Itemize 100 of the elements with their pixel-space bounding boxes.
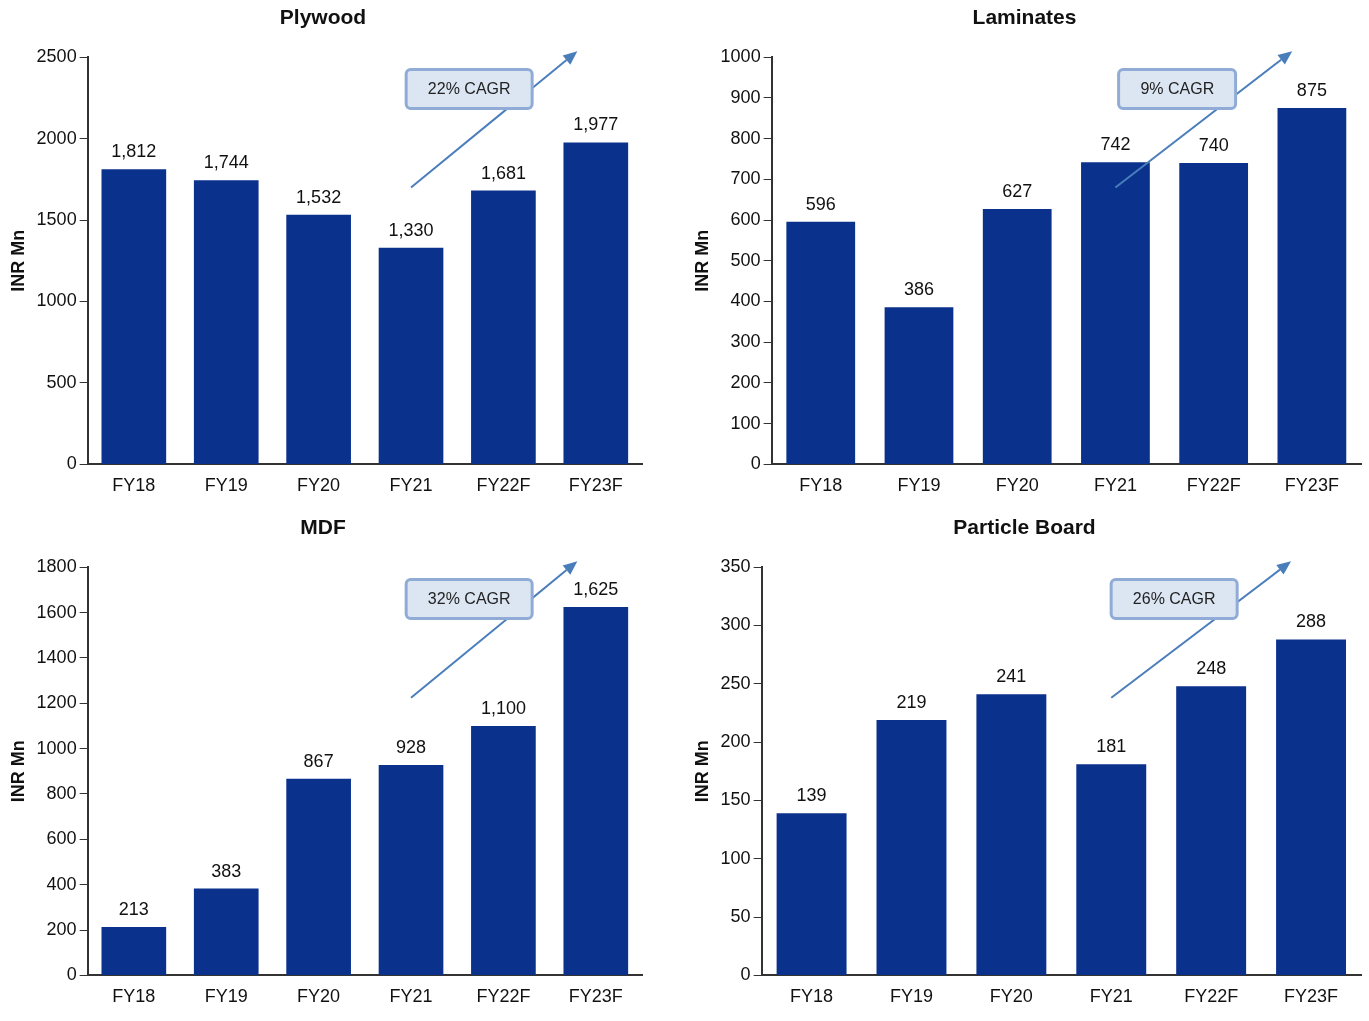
y-tick-label: 200 — [730, 371, 761, 392]
y-tick-label: 200 — [46, 919, 77, 940]
bar — [101, 169, 167, 464]
bar — [563, 606, 629, 975]
annotation: 9% CAGR — [1117, 68, 1238, 111]
bar — [101, 927, 167, 975]
y-tick-label: 200 — [720, 731, 751, 752]
data-label: 928 — [395, 736, 427, 757]
y-tick-label: 0 — [750, 453, 761, 474]
data-label: 596 — [805, 193, 836, 214]
data-label: 742 — [1100, 134, 1131, 155]
y-tick-label: 700 — [730, 168, 761, 189]
y-tick-label: 300 — [730, 331, 761, 352]
data-label: 1,100 — [480, 697, 526, 718]
y-tick-label: 1800 — [36, 556, 77, 577]
data-label: 627 — [1002, 181, 1033, 202]
y-tick-label: 600 — [730, 209, 761, 230]
bar — [286, 778, 351, 975]
y-tick-label: 150 — [720, 789, 751, 810]
data-label: 867 — [303, 750, 334, 771]
data-label: 740 — [1198, 135, 1229, 156]
data-label: 1,681 — [480, 162, 526, 183]
data-label: 1,330 — [388, 219, 434, 240]
x-tick-label: FY23F — [568, 475, 623, 496]
y-tick-label: 600 — [46, 828, 77, 849]
bar — [982, 209, 1052, 464]
x-tick-label: FY18 — [112, 986, 156, 1007]
bar — [193, 180, 259, 464]
y-tick-label: 800 — [46, 782, 77, 803]
y-axis-title: INR Mn — [691, 229, 712, 292]
x-tick-label: FY19 — [897, 475, 941, 496]
bar — [286, 214, 351, 464]
x-tick-label: FY20 — [297, 475, 341, 496]
y-tick-label: 800 — [730, 127, 761, 148]
bar — [1179, 163, 1249, 464]
x-tick-label: FY19 — [204, 986, 248, 1007]
data-label: 241 — [996, 666, 1027, 687]
y-tick-label: 900 — [730, 86, 761, 107]
x-tick-label: FY18 — [112, 475, 156, 496]
data-label: 1,744 — [203, 152, 249, 173]
y-tick-label: 1500 — [36, 209, 77, 230]
x-tick-label: FY20 — [297, 986, 341, 1007]
data-label: 181 — [1096, 736, 1127, 757]
bar — [1276, 639, 1347, 975]
bar — [1277, 108, 1347, 464]
data-label: 875 — [1296, 80, 1327, 101]
y-tick-label: 500 — [46, 371, 77, 392]
y-tick-label: 0 — [66, 453, 77, 474]
bar — [1076, 764, 1147, 975]
x-tick-label: FY22F — [476, 475, 531, 496]
y-tick-label: 1000 — [36, 290, 77, 311]
bar — [1176, 686, 1247, 975]
y-tick-label: 100 — [730, 412, 761, 433]
bar — [976, 694, 1047, 975]
x-tick-label: FY18 — [799, 475, 843, 496]
y-tick-label: 50 — [730, 906, 751, 927]
data-label: 1,812 — [111, 141, 157, 162]
annotation: 22% CAGR — [404, 68, 534, 111]
y-tick-label: 500 — [730, 249, 761, 270]
x-tick-label: FY21 — [1089, 986, 1133, 1007]
chart-title: Laminates — [972, 5, 1077, 29]
data-label: 139 — [796, 785, 827, 806]
bar — [1081, 162, 1150, 464]
x-tick-label: FY23F — [1284, 986, 1339, 1007]
y-axis-title: INR Mn — [7, 740, 28, 803]
data-label: 288 — [1296, 611, 1327, 632]
x-tick-label: FY20 — [989, 986, 1033, 1007]
bar — [776, 813, 847, 975]
y-axis-title: INR Mn — [7, 229, 28, 292]
y-tick-label: 250 — [720, 672, 751, 693]
y-tick-label: 100 — [720, 847, 751, 868]
data-label: 1,532 — [296, 186, 342, 207]
y-tick-label: 1400 — [36, 646, 77, 667]
data-label: 213 — [118, 899, 149, 920]
data-label: 386 — [903, 279, 935, 300]
x-tick-label: FY19 — [889, 986, 933, 1007]
x-tick-label: FY21 — [389, 475, 433, 496]
bar — [786, 221, 856, 464]
bar — [471, 725, 536, 975]
x-tick-label: FY18 — [790, 986, 834, 1007]
bar — [884, 307, 954, 464]
bar — [378, 764, 444, 975]
data-label: 383 — [211, 860, 242, 881]
data-label: 219 — [896, 691, 927, 712]
bar — [876, 719, 947, 975]
x-tick-label: FY21 — [389, 986, 433, 1007]
bar — [378, 247, 444, 464]
y-axis-title: INR Mn — [691, 740, 712, 803]
bar — [193, 888, 259, 975]
y-tick-label: 1600 — [36, 601, 77, 622]
bar — [471, 190, 536, 464]
annotation: 32% CAGR — [404, 578, 534, 621]
y-tick-label: 400 — [730, 290, 761, 311]
chart-title: Particle Board — [953, 515, 1096, 539]
y-tick-label: 2500 — [36, 46, 77, 67]
chart-title: MDF — [300, 515, 346, 539]
x-tick-label: FY21 — [1093, 475, 1137, 496]
x-tick-label: FY23F — [1284, 475, 1339, 496]
y-tick-label: 0 — [66, 964, 77, 985]
y-tick-label: 2000 — [36, 127, 77, 148]
